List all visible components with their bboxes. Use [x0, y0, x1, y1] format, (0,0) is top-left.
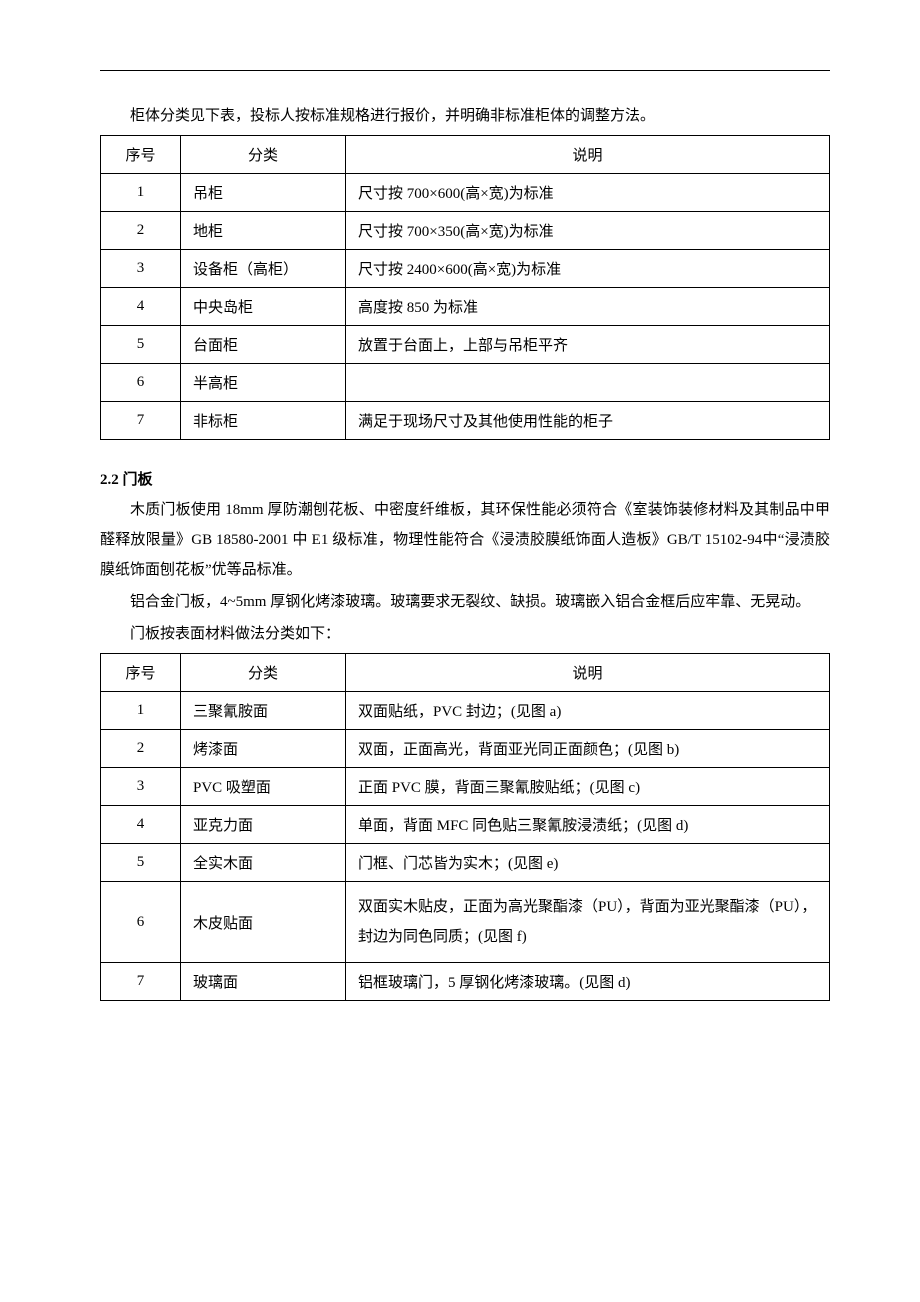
cell-desc: 门框、门芯皆为实木；(见图 e) — [346, 844, 830, 882]
table-row: 2地柜尺寸按 700×350(高×宽)为标准 — [101, 212, 830, 250]
cell-num: 4 — [101, 288, 181, 326]
table2-body: 1三聚氰胺面双面贴纸，PVC 封边；(见图 a)2烤漆面双面，正面高光，背面亚光… — [101, 692, 830, 1001]
cell-cat: 亚克力面 — [181, 806, 346, 844]
table-row: 3设备柜（高柜）尺寸按 2400×600(高×宽)为标准 — [101, 250, 830, 288]
cell-cat: 吊柜 — [181, 174, 346, 212]
cell-desc: 放置于台面上，上部与吊柜平齐 — [346, 326, 830, 364]
cell-desc: 尺寸按 2400×600(高×宽)为标准 — [346, 250, 830, 288]
cell-num: 2 — [101, 730, 181, 768]
cell-cat: PVC 吸塑面 — [181, 768, 346, 806]
header-desc: 说明 — [346, 654, 830, 692]
cell-num: 5 — [101, 326, 181, 364]
table-row: 7非标柜满足于现场尺寸及其他使用性能的柜子 — [101, 402, 830, 440]
cell-num: 7 — [101, 963, 181, 1001]
cell-cat: 木皮贴面 — [181, 882, 346, 963]
cell-num: 3 — [101, 768, 181, 806]
paragraph-2-2-a: 木质门板使用 18mm 厚防潮刨花板、中密度纤维板，其环保性能必须符合《室装饰装… — [100, 495, 830, 585]
cell-desc: 铝框玻璃门，5 厚钢化烤漆玻璃。(见图 d) — [346, 963, 830, 1001]
cabinet-classification-table: 序号 分类 说明 1吊柜尺寸按 700×600(高×宽)为标准2地柜尺寸按 70… — [100, 135, 830, 440]
top-divider — [100, 70, 830, 71]
cell-desc: 正面 PVC 膜，背面三聚氰胺贴纸；(见图 c) — [346, 768, 830, 806]
cell-num: 3 — [101, 250, 181, 288]
table-header-row: 序号 分类 说明 — [101, 654, 830, 692]
cell-cat: 三聚氰胺面 — [181, 692, 346, 730]
cell-desc: 满足于现场尺寸及其他使用性能的柜子 — [346, 402, 830, 440]
cell-cat: 中央岛柜 — [181, 288, 346, 326]
table-row: 4亚克力面单面，背面 MFC 同色贴三聚氰胺浸渍纸；(见图 d) — [101, 806, 830, 844]
header-num: 序号 — [101, 136, 181, 174]
cell-num: 7 — [101, 402, 181, 440]
table-row: 6半高柜 — [101, 364, 830, 402]
header-cat: 分类 — [181, 136, 346, 174]
cell-cat: 玻璃面 — [181, 963, 346, 1001]
cell-desc — [346, 364, 830, 402]
table-header-row: 序号 分类 说明 — [101, 136, 830, 174]
cell-cat: 设备柜（高柜） — [181, 250, 346, 288]
table-row: 3PVC 吸塑面正面 PVC 膜，背面三聚氰胺贴纸；(见图 c) — [101, 768, 830, 806]
cell-num: 4 — [101, 806, 181, 844]
section-heading-2-2: 2.2 门板 — [100, 468, 830, 489]
cell-cat: 半高柜 — [181, 364, 346, 402]
cell-desc: 尺寸按 700×600(高×宽)为标准 — [346, 174, 830, 212]
header-desc: 说明 — [346, 136, 830, 174]
door-panel-table: 序号 分类 说明 1三聚氰胺面双面贴纸，PVC 封边；(见图 a)2烤漆面双面，… — [100, 653, 830, 1001]
cell-num: 1 — [101, 174, 181, 212]
table-row: 1三聚氰胺面双面贴纸，PVC 封边；(见图 a) — [101, 692, 830, 730]
document-page: 柜体分类见下表，投标人按标准规格进行报价，并明确非标准柜体的调整方法。 序号 分… — [100, 70, 830, 1001]
cell-desc: 尺寸按 700×350(高×宽)为标准 — [346, 212, 830, 250]
cell-num: 5 — [101, 844, 181, 882]
table-row: 5全实木面门框、门芯皆为实木；(见图 e) — [101, 844, 830, 882]
cell-num: 6 — [101, 364, 181, 402]
cell-cat: 全实木面 — [181, 844, 346, 882]
cell-desc: 双面，正面高光，背面亚光同正面颜色；(见图 b) — [346, 730, 830, 768]
paragraph-2-2-b: 铝合金门板，4~5mm 厚钢化烤漆玻璃。玻璃要求无裂纹、缺损。玻璃嵌入铝合金框后… — [100, 587, 830, 617]
header-cat: 分类 — [181, 654, 346, 692]
cell-num: 6 — [101, 882, 181, 963]
cell-desc: 高度按 850 为标准 — [346, 288, 830, 326]
cell-cat: 烤漆面 — [181, 730, 346, 768]
table-row: 4中央岛柜高度按 850 为标准 — [101, 288, 830, 326]
cell-cat: 非标柜 — [181, 402, 346, 440]
cell-num: 2 — [101, 212, 181, 250]
cell-desc: 单面，背面 MFC 同色贴三聚氰胺浸渍纸；(见图 d) — [346, 806, 830, 844]
table-row: 1吊柜尺寸按 700×600(高×宽)为标准 — [101, 174, 830, 212]
cell-desc: 双面实木贴皮，正面为高光聚酯漆（PU），背面为亚光聚酯漆（PU），封边为同色同质… — [346, 882, 830, 963]
table-row: 2烤漆面双面，正面高光，背面亚光同正面颜色；(见图 b) — [101, 730, 830, 768]
table-row: 5台面柜放置于台面上，上部与吊柜平齐 — [101, 326, 830, 364]
paragraph-2-2-c: 门板按表面材料做法分类如下： — [100, 619, 830, 649]
header-num: 序号 — [101, 654, 181, 692]
cell-cat: 台面柜 — [181, 326, 346, 364]
cell-num: 1 — [101, 692, 181, 730]
intro-paragraph-1: 柜体分类见下表，投标人按标准规格进行报价，并明确非标准柜体的调整方法。 — [100, 101, 830, 131]
cell-desc: 双面贴纸，PVC 封边；(见图 a) — [346, 692, 830, 730]
table-row: 6木皮贴面双面实木贴皮，正面为高光聚酯漆（PU），背面为亚光聚酯漆（PU），封边… — [101, 882, 830, 963]
cell-cat: 地柜 — [181, 212, 346, 250]
table1-body: 1吊柜尺寸按 700×600(高×宽)为标准2地柜尺寸按 700×350(高×宽… — [101, 174, 830, 440]
table-row: 7玻璃面铝框玻璃门，5 厚钢化烤漆玻璃。(见图 d) — [101, 963, 830, 1001]
